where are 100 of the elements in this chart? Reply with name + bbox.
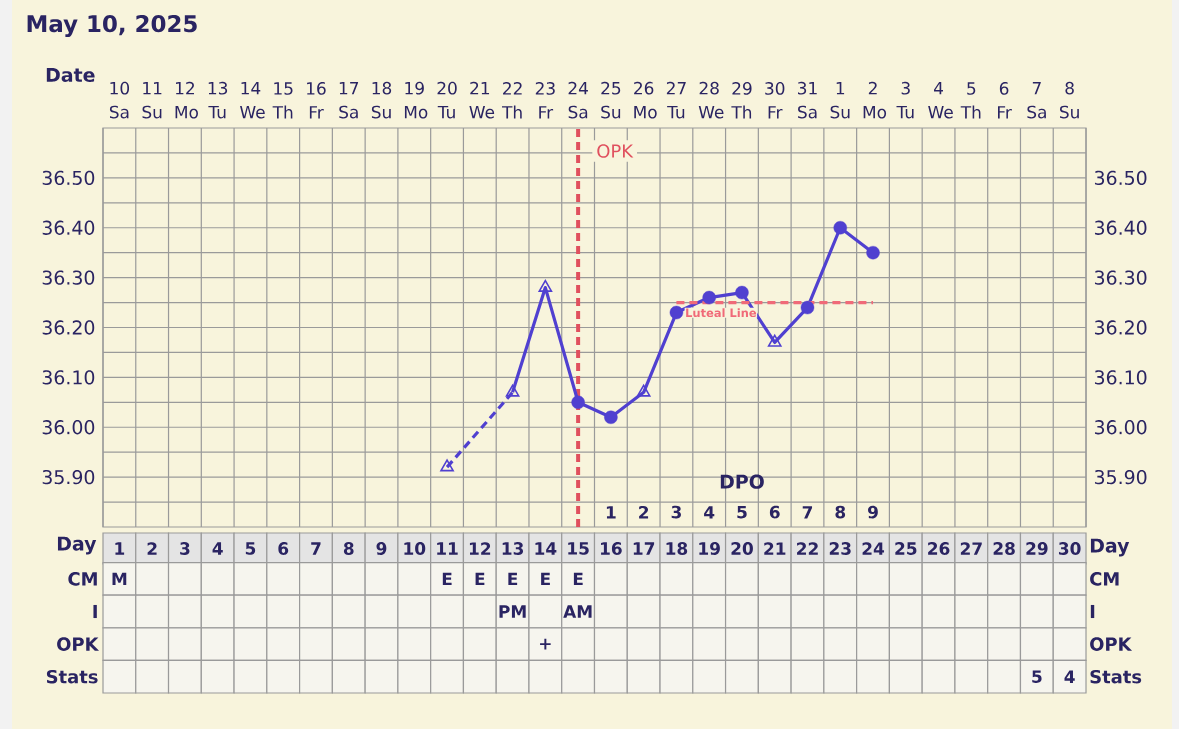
y-tick-label: 36.00 [42, 420, 95, 435]
text: Day [57, 536, 97, 555]
point [571, 395, 585, 410]
x-tick-label: 28 [993, 542, 1015, 555]
x2-tick-label: 1 [606, 506, 616, 519]
y-tick-label: 36.40 [42, 220, 95, 235]
point [866, 245, 880, 260]
x-tick-label: 22 Th [502, 81, 522, 119]
x-tick-label: 27 Tu [666, 81, 686, 119]
x-tick-label: 25 Su [601, 81, 621, 119]
text: E [541, 572, 550, 586]
x2-tick-label: 5 [737, 505, 747, 519]
x-tick-label: 16 Fr [307, 81, 326, 119]
point [669, 305, 684, 320]
x-tick-label: 14 We [240, 81, 265, 119]
x-tick-label: 6 [278, 542, 289, 555]
x2-tick-label: 6 [769, 505, 780, 519]
x-tick-label: 5 [245, 542, 256, 555]
x-tick-label: 21 We [469, 81, 495, 119]
text: 4 [1064, 670, 1075, 683]
y-tick-label: 36.20 [42, 320, 95, 335]
x2-tick-label: 4 [704, 506, 715, 519]
y-tick-label: OPK [1090, 637, 1133, 651]
series-label: Luteal Line [686, 308, 757, 318]
y-tick-label: 36.10 [42, 370, 95, 385]
x-tick-label: 4 [212, 542, 223, 555]
x-tick-label: 21 [764, 542, 786, 555]
x-tick-label: 27 [960, 542, 982, 555]
x-tick-label: 23 [829, 542, 851, 555]
x2-tick-label: 7 [802, 506, 813, 519]
x-tick-label: 6 Fr [998, 81, 1012, 119]
x2-axis-title: DPO [720, 474, 764, 489]
y-tick-label: 36.30 [42, 270, 95, 285]
x-tick-label: 12 [469, 542, 491, 555]
x-tick-label: 23 Fr [535, 81, 555, 119]
x-tick-label: 20 [731, 542, 753, 555]
ref-line-label: OPK [597, 144, 634, 158]
x2-tick-label: 9 [868, 505, 878, 519]
x-tick-label: 19 Mo [404, 81, 428, 119]
x-tick-label: 5 Th [960, 82, 981, 119]
x-tick-label: 29 [1026, 542, 1048, 555]
x-tick-label: 1 Su [830, 81, 850, 119]
x-axis-title: Date [46, 67, 95, 83]
x-tick-label: 16 [601, 542, 622, 555]
x-tick-label: 18 Su [371, 81, 392, 119]
x-tick-label: 18 [666, 542, 688, 555]
point [604, 410, 618, 424]
point [538, 279, 553, 292]
x-tick-label: 20 Tu [437, 81, 457, 119]
text: PM [499, 605, 526, 618]
x-tick-label: 17 [633, 542, 655, 555]
x-tick-label: 10 [404, 542, 426, 555]
x-tick-label: 7 Sa [1027, 81, 1046, 119]
text: E [475, 572, 485, 586]
x-tick-label: 11 Su [142, 81, 162, 119]
x-tick-label: 24 [862, 542, 885, 555]
point [800, 300, 815, 315]
x2-tick-label: 3 [671, 505, 681, 519]
x-tick-label: 13 Tu [208, 81, 228, 119]
x-tick-label: 3 Tu [896, 81, 914, 119]
x-tick-label: 30 [1058, 542, 1081, 555]
x-tick-label: 19 [699, 542, 720, 555]
x-tick-label: 3 [180, 542, 190, 555]
x-tick-label: 22 [797, 542, 818, 555]
text: E [573, 572, 583, 586]
x-tick-label: 4 We [928, 81, 953, 119]
x-tick-label: 1 [115, 542, 125, 555]
y-tick-label: Stats [1090, 669, 1142, 684]
point [767, 334, 782, 347]
x-tick-label: 2 Mo [863, 81, 887, 119]
x-tick-label: 26 [928, 542, 950, 555]
chart-title: May 10, 2025 [27, 15, 197, 37]
text: AM [563, 605, 592, 618]
text: M [112, 572, 127, 586]
text: E [508, 572, 518, 586]
point [505, 384, 520, 397]
x-tick-label: 8 Su [1059, 81, 1079, 119]
x-tick-label: 9 [376, 542, 387, 555]
x2-tick-label: 2 [639, 505, 649, 519]
x-axis-title: Day [1090, 538, 1130, 557]
y-tick-label: 35.90 [42, 469, 95, 485]
x-tick-label: 24 Sa [568, 81, 588, 119]
x-tick-label: 31 Sa [798, 81, 817, 119]
x-tick-label: 29 Th [731, 81, 752, 119]
point [833, 221, 847, 235]
x-tick-label: 28 We [698, 81, 724, 119]
text: E [442, 572, 452, 586]
text: + [540, 638, 551, 650]
x-tick-label: 26 Mo [634, 81, 657, 119]
x-tick-label: 15 Th [272, 82, 293, 119]
y-tick-label: I [1090, 604, 1095, 619]
x-tick-label: 11 [437, 542, 458, 555]
x-tick-label: 15 [568, 542, 589, 555]
x-tick-label: 13 [502, 542, 524, 555]
point [636, 384, 651, 397]
y-tick-label: 36.50 [42, 170, 95, 186]
x-tick-label: 12 Mo [175, 81, 198, 119]
x-tick-label: 30 Fr [765, 81, 785, 119]
point [702, 290, 716, 305]
text: 5 [1032, 670, 1042, 683]
